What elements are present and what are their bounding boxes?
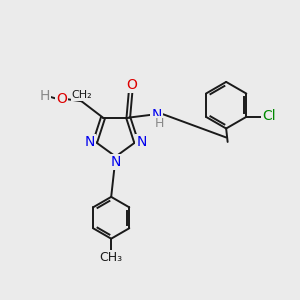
Text: N: N [85, 135, 95, 149]
Text: CH₃: CH₃ [100, 251, 123, 264]
Text: N: N [152, 108, 162, 122]
Text: N: N [136, 135, 147, 149]
Text: O: O [126, 78, 137, 92]
Text: Cl: Cl [262, 109, 275, 123]
Text: N: N [110, 155, 121, 169]
Text: H: H [154, 117, 164, 130]
Text: H: H [40, 88, 50, 103]
Text: CH₂: CH₂ [72, 90, 92, 100]
Text: O: O [56, 92, 67, 106]
